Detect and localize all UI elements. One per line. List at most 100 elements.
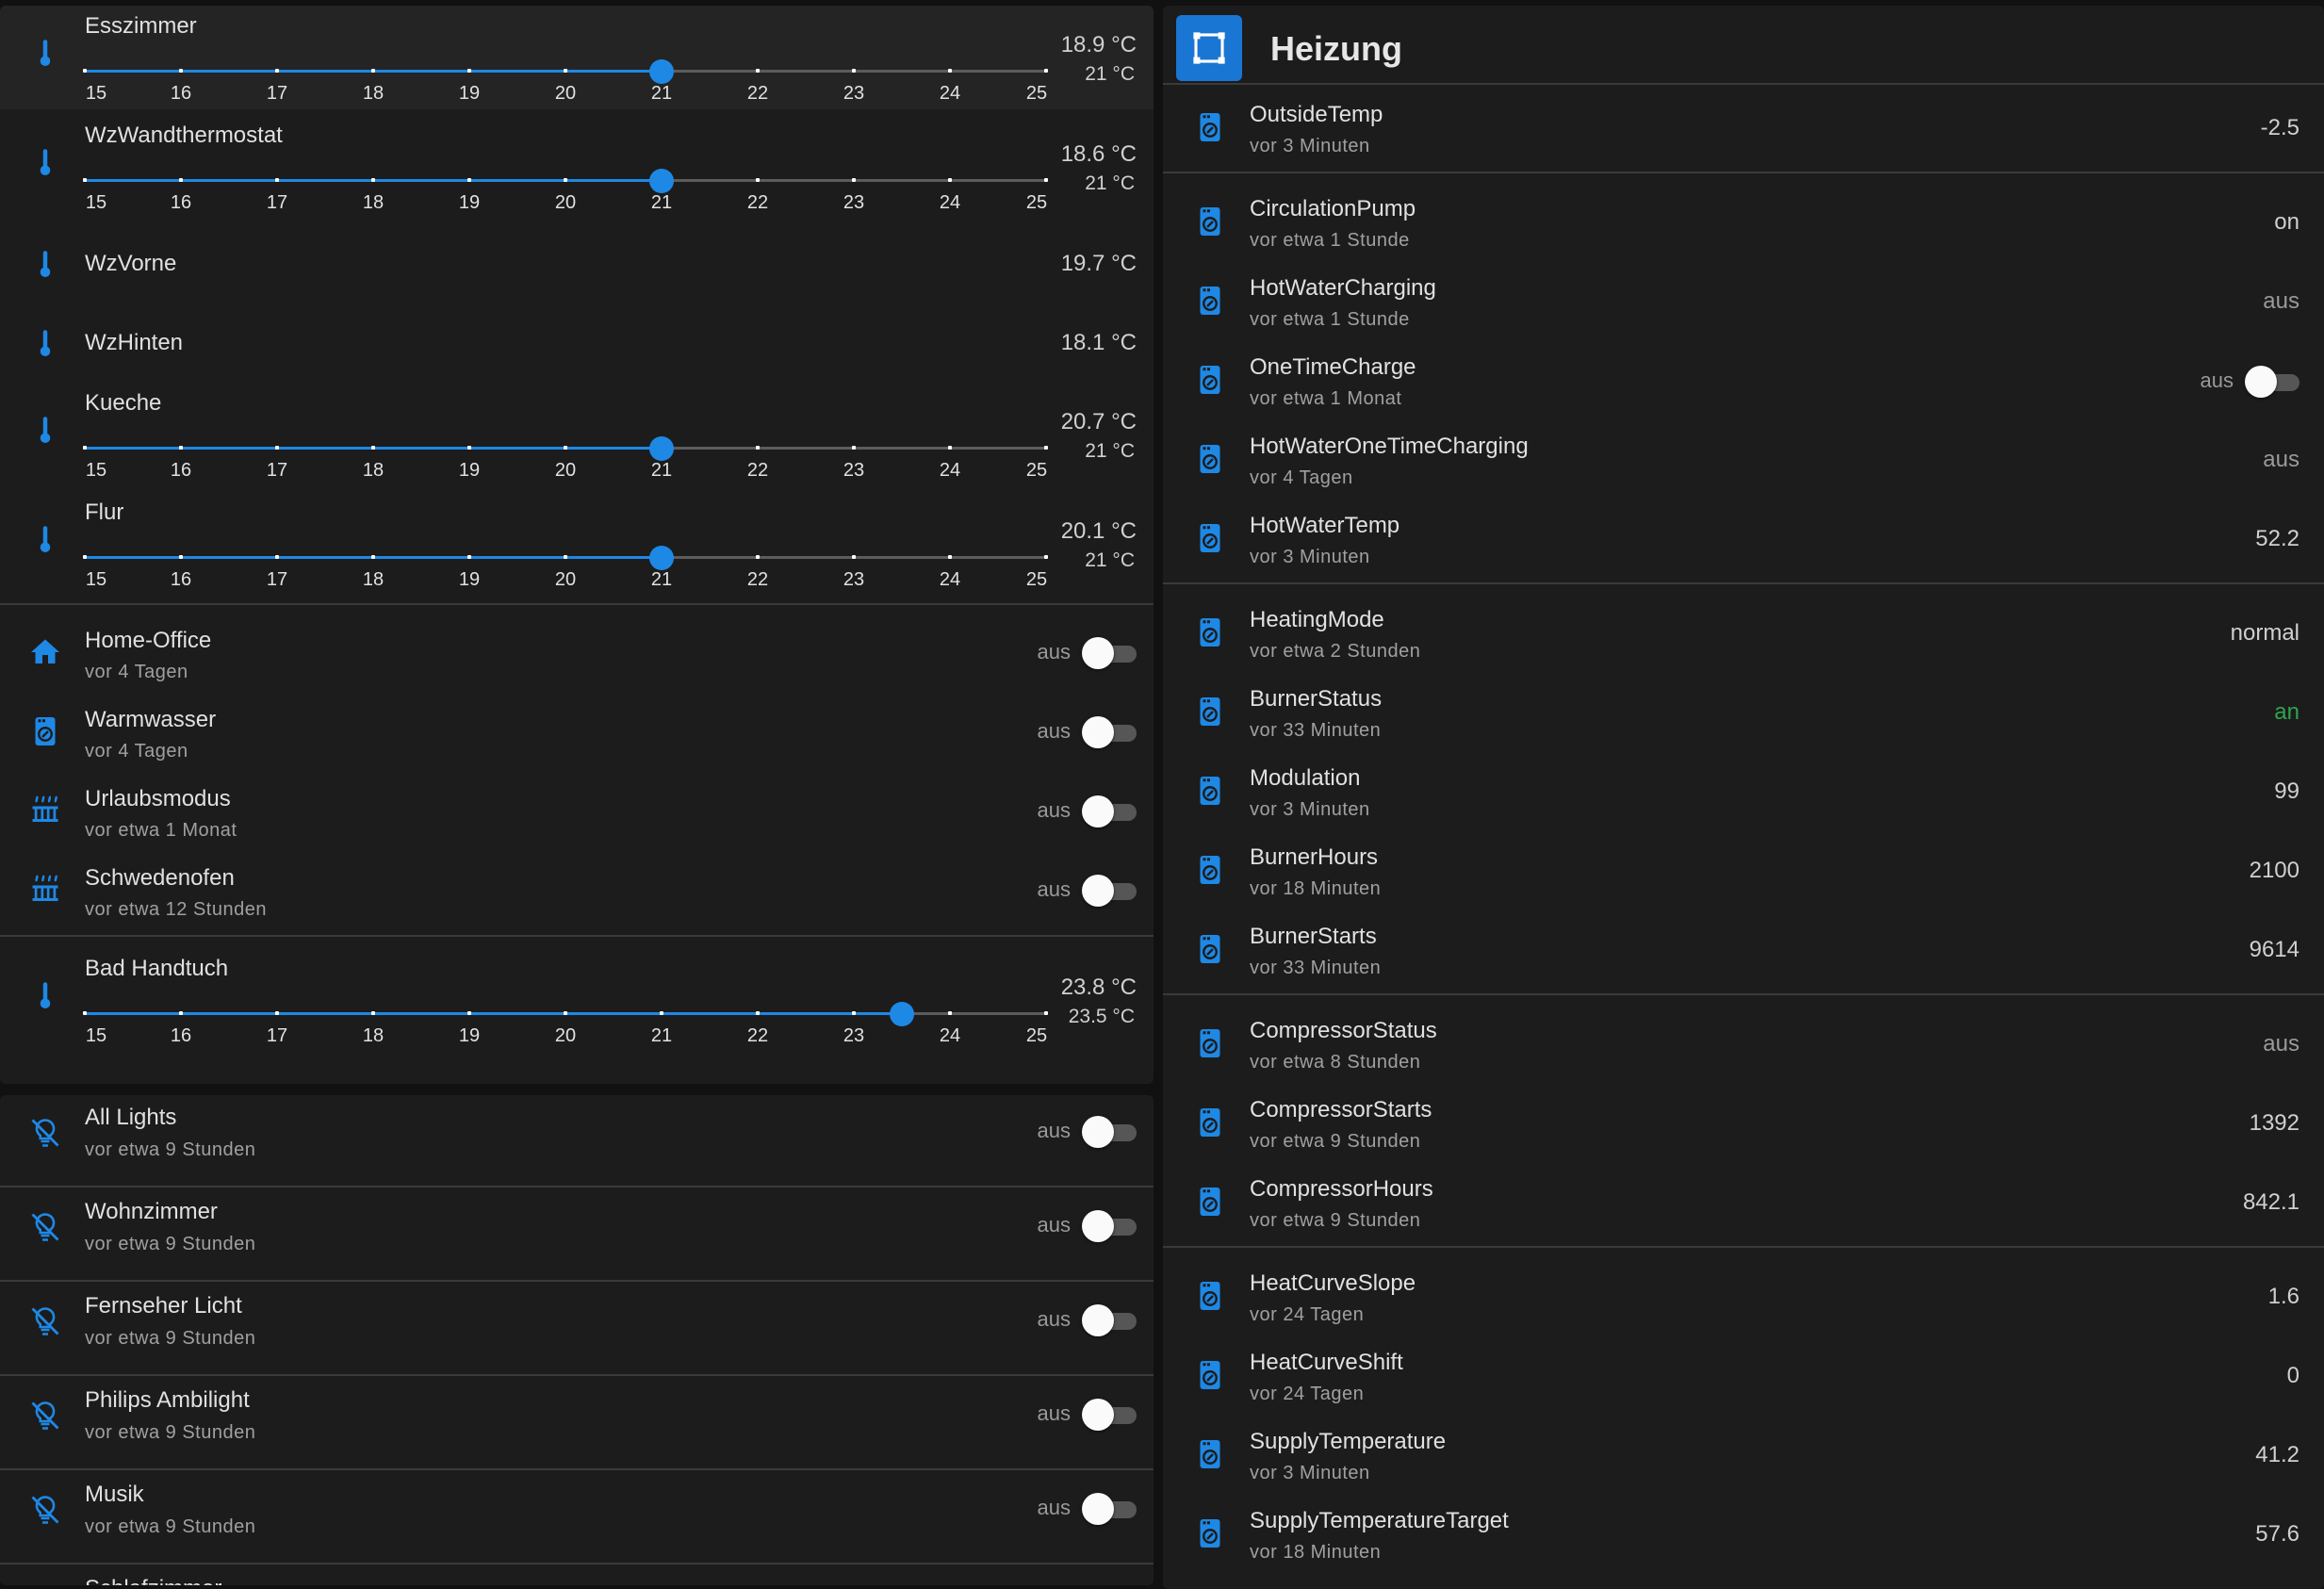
sensor-compressorhours-time: vor etwa 9 Stunden [1250,1210,1421,1231]
sensor-burnerstarts-value: 9614 [2249,937,2299,962]
lights-divider [0,1280,1154,1282]
slider-tick-label: 18 [362,460,385,481]
slider-tick [83,446,87,450]
slider-tick-label: 22 [746,1025,769,1046]
slider-tick [467,555,471,559]
thermostat-bad-handtuch-slider[interactable]: 15 16 17 18 19 20 21 22 23 24 25 [83,997,1048,1046]
light-wohnzimmer-toggle[interactable] [1082,1209,1138,1243]
water-boiler-icon [1191,1104,1229,1141]
slider-tick [179,446,183,450]
toggle-knob[interactable] [1082,1116,1114,1148]
sensor-outsidetemp-name: OutsideTemp [1250,102,1383,127]
water-boiler-icon [1191,440,1229,478]
thermostat-kueche-slider[interactable]: 15 16 17 18 19 20 21 22 23 24 25 [83,432,1048,481]
lights-divider [0,1186,1154,1188]
sensor-compressorstatus-name: CompressorStatus [1250,1018,1437,1043]
slider-tick [275,446,279,450]
lights-divider [0,1563,1154,1564]
slider-tick-label: 16 [170,83,192,104]
slider-tick [948,69,952,73]
slider-thumb[interactable] [649,169,674,193]
slider-tick [564,555,567,559]
slider-tick-label: 23 [843,192,865,213]
light-all-lights-time: vor etwa 9 Stunden [85,1139,256,1160]
sensor-onetimecharge-toggle[interactable] [2245,365,2301,399]
slider-tick [756,69,760,73]
toggle-knob[interactable] [1082,1493,1114,1525]
toggle-knob[interactable] [1082,716,1114,748]
thermostat-flur-name: Flur [85,500,124,525]
slider-thumb[interactable] [649,59,674,84]
toggle-knob[interactable] [1082,1304,1114,1336]
thermometer-icon [26,326,64,364]
slider-tick-label: 21 [650,569,673,590]
thermostat-wzwandthermostat-slider[interactable]: 15 16 17 18 19 20 21 22 23 24 25 [83,164,1048,213]
slider-tick-label: 18 [362,83,385,104]
lights-card: All Lights vor etwa 9 Stunden aus Wohnzimme… [0,1095,1154,1585]
water-boiler-icon [1191,108,1229,146]
toggle-knob[interactable] [1082,637,1114,669]
toggle-knob[interactable] [1082,1399,1114,1431]
slider-tick-label: 19 [458,460,481,481]
water-boiler-icon [26,713,64,750]
slider-tick-label: 22 [746,192,769,213]
slider-tick-label: 22 [746,569,769,590]
thermostat-flur-slider[interactable]: 15 16 17 18 19 20 21 22 23 24 25 [83,541,1048,590]
slider-tick [756,178,760,182]
toggle-knob[interactable] [2245,366,2277,398]
slider-tick [1044,69,1048,73]
radiator-icon [26,792,64,829]
thermostat-esszimmer-name: Esszimmer [85,13,197,39]
toggle-knob[interactable] [1082,875,1114,907]
slider-tick [1044,555,1048,559]
slider-tick-label: 19 [458,1025,481,1046]
climate-divider [0,603,1154,605]
sensor-compressorstatus-value: aus [2263,1031,2299,1057]
slider-tick-label: 16 [170,192,192,213]
water-boiler-icon [1191,282,1229,319]
sensor-wzhinten-name: WzHinten [85,330,184,355]
sensor-modulation-name: Modulation [1250,765,1361,791]
slider-tick [756,555,760,559]
thermostat-esszimmer-slider[interactable]: 15 16 17 18 19 20 21 22 23 24 25 [83,55,1048,104]
toggle-knob[interactable] [1082,795,1114,827]
slider-tick-label: 21 [650,192,673,213]
sensor-compressorstarts-name: CompressorStarts [1250,1097,1432,1122]
slider-tick [371,69,375,73]
slider-tick [83,1011,87,1015]
switch-home-office-state: aus [1037,640,1071,663]
switch-home-office-toggle[interactable] [1082,636,1138,670]
slider-tick-label: 20 [554,1025,577,1046]
row-highlight [0,6,1154,109]
water-boiler-icon [1191,1356,1229,1394]
sensor-modulation-time: vor 3 Minuten [1250,799,1370,820]
slider-tick-label: 16 [170,569,192,590]
slider-tick-label: 17 [266,192,288,213]
lightbulb-off-icon [26,1491,64,1529]
slider-thumb[interactable] [649,436,674,461]
light-musik-toggle[interactable] [1082,1492,1138,1526]
slider-tick-label: 24 [939,83,961,104]
switch-schwedenofen-toggle[interactable] [1082,874,1138,908]
heating-divider [1163,582,2324,584]
light-fernseher-licht-toggle[interactable] [1082,1303,1138,1337]
slider-tick-label: 15 [85,1025,107,1046]
light-philips-ambilight-toggle[interactable] [1082,1398,1138,1432]
sensor-hotwatercharging-name: HotWaterCharging [1250,275,1436,301]
slider-tick [852,555,856,559]
slider-tick [371,555,375,559]
toggle-knob[interactable] [1082,1210,1114,1242]
slider-thumb[interactable] [649,546,674,570]
switch-warmwasser-toggle[interactable] [1082,715,1138,749]
water-boiler-icon [1191,851,1229,889]
switch-urlaubsmodus-toggle[interactable] [1082,794,1138,828]
heating-divider [1163,172,2324,173]
slider-thumb[interactable] [890,1002,914,1026]
sensor-onetimecharge-state: aus [2200,369,2234,392]
thermostat-wzwandthermostat-current: 18.6 °C [1060,141,1137,167]
slider-tick-label: 17 [266,460,288,481]
slider-tick-label: 25 [1025,460,1048,481]
thermostat-bad-handtuch-target: 23.5 °C [1068,1006,1135,1027]
slider-tick [564,446,567,450]
light-all-lights-toggle[interactable] [1082,1115,1138,1149]
